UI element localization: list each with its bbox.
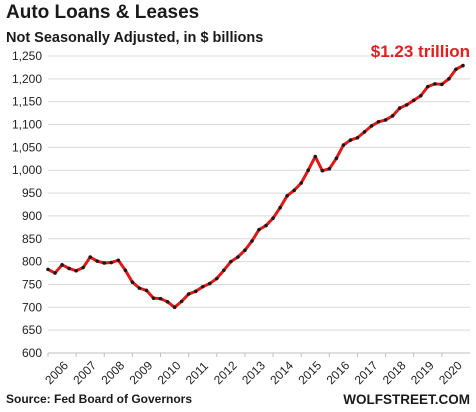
chart-title: Auto Loans & Leases (6, 2, 200, 23)
data-point (53, 271, 57, 275)
data-point (313, 154, 318, 159)
x-tick-label: 2018 (380, 358, 409, 387)
data-point (397, 106, 402, 110)
data-point (306, 168, 311, 173)
data-point (229, 259, 233, 264)
data-point (200, 284, 205, 289)
data-point (95, 259, 100, 263)
data-point (411, 98, 416, 103)
y-tick-label: 650 (22, 323, 42, 337)
data-point (207, 281, 212, 286)
data-point (334, 156, 339, 161)
y-tick-label: 600 (22, 346, 42, 360)
data-point (144, 288, 149, 293)
y-tick-label: 1,100 (12, 118, 42, 132)
data-point (257, 227, 261, 232)
data-point (447, 77, 451, 81)
data-point (404, 103, 409, 107)
data-point (426, 84, 430, 89)
data-point (137, 286, 142, 290)
data-point (130, 280, 135, 284)
data-point (355, 135, 360, 140)
y-tick-label: 1,250 (12, 49, 42, 63)
data-point (193, 289, 198, 294)
y-tick-label: 1,050 (12, 140, 42, 154)
x-tick-label: 2019 (408, 358, 437, 387)
data-point (74, 268, 78, 273)
x-tick-label: 2007 (70, 358, 99, 387)
data-point (418, 93, 423, 98)
x-tick-label: 2017 (352, 358, 381, 387)
data-point (341, 143, 346, 147)
chart-subtitle: Not Seasonally Adjusted, in $ billions (6, 30, 264, 46)
x-axis: 2006 2007 2008 2009 2010 2011 2012 2013 2014 2015… (42, 352, 470, 387)
y-axis: 600 650 700 750 800 850 900 950 1,000 1,050 1,100 1… (12, 49, 42, 360)
x-tick-label: 2016 (324, 358, 353, 387)
data-point (285, 194, 289, 198)
data-point (88, 255, 92, 259)
source-note: Source: Fed Board of Governors (6, 392, 192, 406)
y-tick-label: 1,150 (12, 95, 42, 109)
y-tick-label: 1,000 (12, 163, 42, 177)
x-tick-label: 2015 (295, 358, 324, 387)
brand-watermark: WOLFSTREET.COM (343, 392, 470, 407)
x-tick-label: 2010 (155, 358, 184, 387)
data-point (81, 265, 85, 270)
data-point (60, 263, 64, 267)
y-tick-label: 850 (22, 232, 42, 246)
y-tick-label: 900 (22, 209, 42, 223)
data-point (390, 114, 395, 118)
series-layer (46, 63, 465, 310)
data-point (299, 181, 304, 185)
data-point (123, 268, 128, 273)
data-point (158, 296, 163, 301)
data-point (215, 276, 219, 281)
data-point (243, 248, 247, 252)
data-point (461, 63, 465, 68)
data-point (264, 223, 268, 228)
value-annotation: $1.23 trillion (371, 42, 470, 61)
data-point (454, 67, 458, 72)
y-tick-label: 800 (22, 255, 42, 269)
x-tick-label: 2011 (183, 359, 211, 387)
data-point (250, 239, 254, 243)
data-point (222, 268, 226, 273)
data-point (151, 296, 156, 300)
data-point (348, 138, 353, 142)
data-point (165, 300, 170, 304)
data-point (116, 258, 121, 263)
x-tick-label: 2008 (98, 358, 127, 387)
data-point (46, 267, 50, 272)
data-point (186, 292, 191, 296)
x-tick-label: 2012 (211, 358, 240, 387)
y-tick-label: 950 (22, 186, 42, 200)
data-point (102, 261, 107, 265)
data-point (327, 167, 332, 171)
y-tick-label: 1,200 (12, 72, 42, 86)
data-point (440, 82, 444, 87)
x-tick-label: 2020 (436, 358, 465, 387)
x-tick-label: 2013 (239, 358, 268, 387)
y-tick-label: 750 (22, 277, 42, 291)
x-tick-label: 2014 (267, 358, 296, 387)
data-point (109, 260, 114, 265)
data-point (362, 130, 367, 134)
gridlines (48, 55, 470, 354)
data-point (376, 119, 381, 124)
data-point (179, 299, 184, 304)
data-point (320, 168, 325, 173)
data-point (172, 305, 177, 310)
y-tick-label: 700 (22, 300, 42, 314)
data-point (433, 82, 437, 86)
data-point (292, 188, 296, 193)
data-point (271, 216, 275, 221)
data-point (369, 124, 374, 128)
data-point (383, 118, 388, 122)
data-point (236, 255, 240, 259)
x-tick-label: 2006 (42, 358, 71, 387)
data-point (278, 205, 282, 210)
data-point (67, 266, 71, 271)
x-tick-label: 2009 (127, 358, 156, 387)
